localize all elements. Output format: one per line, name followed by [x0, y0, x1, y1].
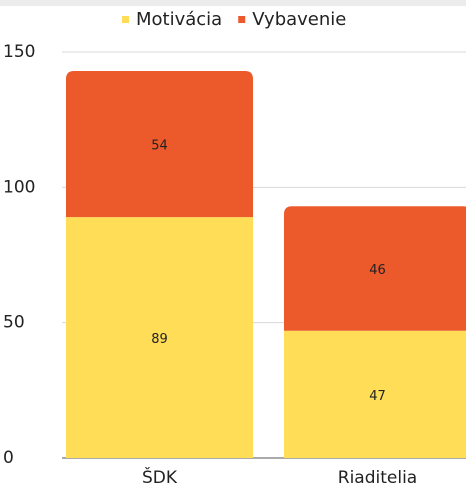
legend-label: Vybavenie [252, 9, 346, 30]
legend-swatch [238, 16, 246, 23]
bar-segment [65, 217, 254, 458]
y-tick-label: 150 [3, 42, 35, 62]
top-strip [0, 0, 466, 6]
x-tick-label: Riaditelia [338, 468, 417, 488]
legend-swatch [122, 16, 129, 23]
data-label: 46 [369, 263, 386, 278]
y-tick-label: 50 [3, 313, 25, 333]
bar-segment [283, 330, 466, 458]
data-label: 54 [151, 139, 168, 154]
legend-label: Motivácia [136, 9, 222, 30]
bar-segment [283, 206, 466, 331]
data-label: 47 [369, 389, 386, 404]
bar-segment [65, 70, 254, 218]
data-label: 89 [151, 332, 168, 347]
y-tick-label: 100 [3, 177, 35, 197]
x-tick-label: ŠDK [142, 466, 178, 488]
y-tick-label: 0 [3, 448, 14, 468]
